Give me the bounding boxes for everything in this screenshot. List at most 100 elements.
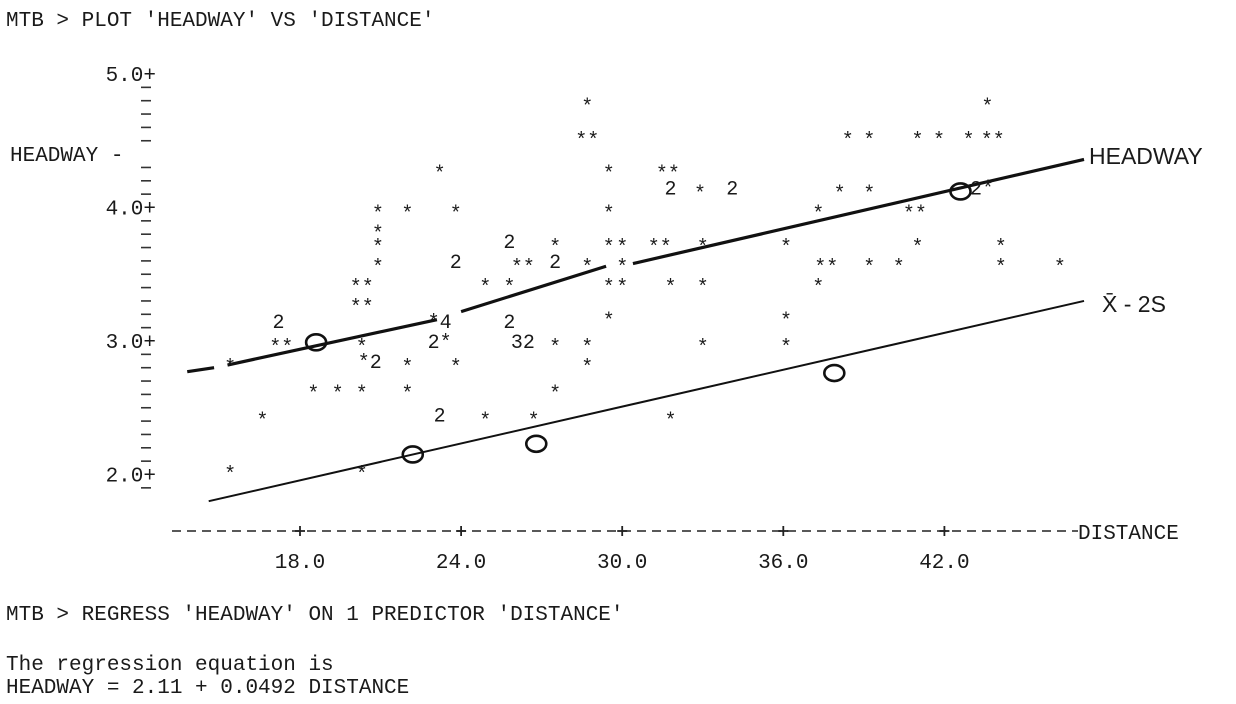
data-point: * [981,97,993,120]
data-point: * [603,310,615,333]
data-point: * [912,130,924,153]
data-point: * [697,337,709,360]
regress-command: MTB > REGRESS 'HEADWAY' ON 1 PREDICTOR '… [6,604,624,627]
data-point: ** [656,163,680,186]
series-label-lower-limit: X̄ - 2S [1102,291,1166,317]
data-point: * [372,237,384,260]
data-point: * [603,163,615,186]
data-point: 2 [273,312,285,335]
data-point: * [372,257,384,280]
data-point: * [549,384,561,407]
data-point: * [1054,257,1066,280]
data-point: ** [981,130,1005,153]
data-point: 2* [428,332,452,355]
data-point: *4 [428,312,452,335]
data-point: 2 [434,405,446,428]
data-point: 2* [970,178,994,201]
data-point: * [224,357,236,380]
data-point: * [581,97,593,120]
data-point: * [356,337,368,360]
circled-points-layer [304,182,972,464]
data-point: * [603,237,615,260]
data-point: 2 [503,312,515,335]
data-point: * [912,237,924,260]
headway-fit-line-segment [632,157,1085,266]
data-point: * [332,384,344,407]
data-point: * [697,237,709,260]
headway-fit-line-segment [460,264,607,314]
data-point: * [372,224,384,247]
data-point: * [549,337,561,360]
data-point: * [256,410,268,433]
x-axis: DISTANCE 18.0 24.0 30.0 36.0 42.0 [172,523,1179,575]
data-point: * [863,130,875,153]
x-tick-label: 42.0 [919,552,969,575]
data-point: * [665,410,677,433]
data-point: * [401,204,413,227]
data-point: * [933,130,945,153]
data-point: ** [903,204,927,227]
y-tick-label: 5.0+ [106,65,156,88]
data-point: * [450,357,462,380]
data-point: * [780,310,792,333]
plot-command: MTB > PLOT 'HEADWAY' VS 'DISTANCE' [6,10,434,33]
data-point: * [863,183,875,206]
x-tick-label: 36.0 [758,552,808,575]
y-tick-label: 4.0+ [106,199,156,222]
data-point: * [995,257,1007,280]
equation-intro: The regression equation is [6,654,334,677]
data-point: ** [575,130,599,153]
data-point: * [616,257,628,280]
data-point: * [694,183,706,206]
data-point: *2 [358,352,382,375]
data-point: 2 [503,232,515,255]
circled-point-lower-limit [401,445,425,464]
data-point: * [401,384,413,407]
data-point: 2 [665,178,677,201]
data-point: * [603,204,615,227]
data-point: * [356,384,368,407]
data-point: * [780,337,792,360]
lines-layer [186,157,1085,503]
data-point: * [372,204,384,227]
data-point: 2 [726,178,738,201]
data-point: * [963,130,975,153]
data-point: * [780,237,792,260]
y-tick-label: 3.0+ [106,332,156,355]
data-point: * [616,237,628,260]
data-point: * [697,277,709,300]
circled-point-headway [304,333,328,352]
circled-point-lower-limit [823,363,846,383]
headway-fit-line-segment [186,366,215,374]
data-point: * [812,277,824,300]
data-point: 2 [549,252,561,275]
x-tick-label: 18.0 [275,552,325,575]
data-point: ** [350,277,374,300]
data-point: ** [269,337,293,360]
data-point: * [581,357,593,380]
series-label-headway: HEADWAY [1089,143,1203,169]
data-point: * [528,410,540,433]
lower-limit-line-segment [208,299,1085,503]
data-point: ** [511,257,535,280]
circled-point-headway [949,182,972,201]
data-point: ** [648,237,672,260]
data-point: * [863,257,875,280]
data-point: * [995,237,1007,260]
data-point: 32 [511,332,535,355]
data-point: * [581,337,593,360]
regression-equation: HEADWAY = 2.11 + 0.0492 DISTANCE [6,677,409,700]
data-point: * [893,257,905,280]
data-point: * [450,204,462,227]
data-point: * [834,183,846,206]
x-tick-label: 24.0 [436,552,486,575]
data-point: * [603,277,615,300]
data-point: * [307,384,319,407]
data-point: * [224,464,236,487]
data-point: 2 [450,252,462,275]
data-point: * [434,163,446,186]
data-point: * [356,464,368,487]
y-axis-title: HEADWAY - [10,145,123,168]
data-point: * [581,257,593,280]
